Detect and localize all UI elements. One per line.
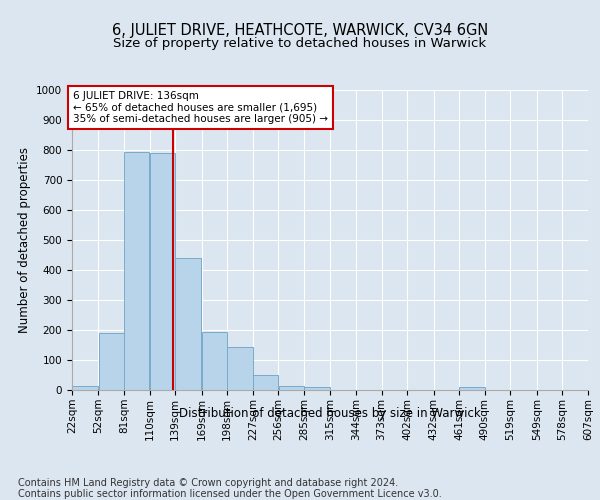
Bar <box>175 258 202 390</box>
Y-axis label: Number of detached properties: Number of detached properties <box>17 147 31 333</box>
Bar <box>304 387 330 390</box>
Bar <box>99 333 124 390</box>
Text: Distribution of detached houses by size in Warwick: Distribution of detached houses by size … <box>179 408 481 420</box>
Bar <box>227 348 253 390</box>
Bar <box>72 386 98 390</box>
Bar <box>202 332 227 390</box>
Text: 6 JULIET DRIVE: 136sqm
← 65% of detached houses are smaller (1,695)
35% of semi-: 6 JULIET DRIVE: 136sqm ← 65% of detached… <box>73 91 328 124</box>
Bar <box>124 152 149 390</box>
Text: Contains public sector information licensed under the Open Government Licence v3: Contains public sector information licen… <box>18 489 442 499</box>
Text: 6, JULIET DRIVE, HEATHCOTE, WARWICK, CV34 6GN: 6, JULIET DRIVE, HEATHCOTE, WARWICK, CV3… <box>112 22 488 38</box>
Text: Size of property relative to detached houses in Warwick: Size of property relative to detached ho… <box>113 38 487 51</box>
Text: Contains HM Land Registry data © Crown copyright and database right 2024.: Contains HM Land Registry data © Crown c… <box>18 478 398 488</box>
Bar <box>278 386 304 390</box>
Bar <box>150 153 175 390</box>
Bar <box>460 387 485 390</box>
Bar <box>253 375 278 390</box>
